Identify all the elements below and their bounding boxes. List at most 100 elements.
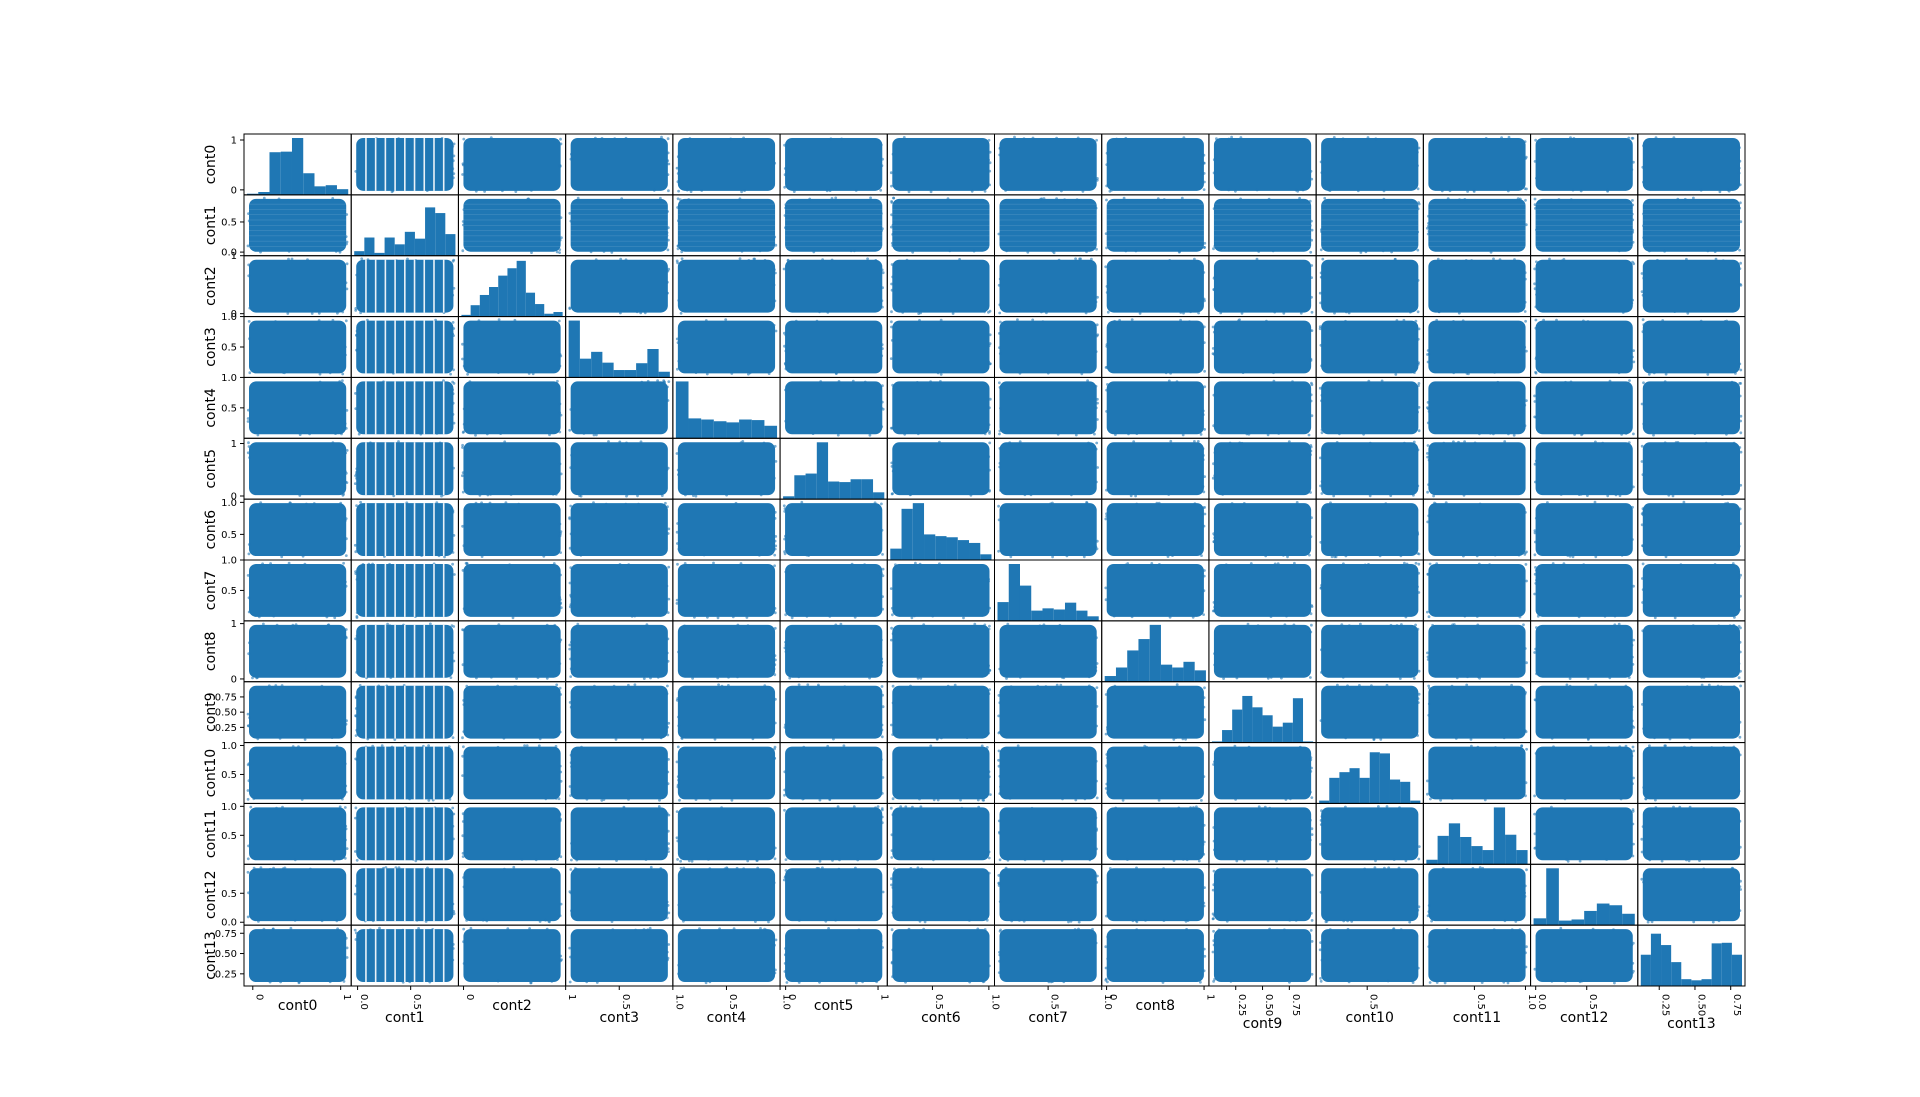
scatter-point (246, 870, 250, 874)
scatter-point (354, 734, 358, 737)
scatter-point (344, 784, 348, 788)
scatter-point (983, 928, 987, 931)
scatter-point (983, 432, 987, 436)
scatter-point (889, 357, 893, 360)
x-tick-label: 0.75 (1731, 994, 1742, 1016)
scatter-point (1382, 197, 1386, 201)
cell-cont5-cont5 (779, 437, 888, 500)
scatter-point (1582, 319, 1585, 323)
scatter-point (818, 798, 822, 802)
scatter-point (461, 820, 465, 823)
cell-cont4-cont12 (1530, 376, 1639, 439)
y-variable-label: cont3 (203, 327, 219, 367)
scatter-point (1524, 563, 1528, 566)
x-tick-label: 0.5 (1368, 994, 1379, 1010)
scatter-point (1285, 614, 1288, 618)
y-variable-label: cont2 (203, 266, 219, 306)
scatter-points (463, 503, 561, 556)
scatter-point (784, 650, 788, 653)
hist-bar (794, 475, 806, 500)
scatter-point (998, 153, 1002, 157)
scatter-point (693, 615, 696, 619)
scatter-point (559, 770, 563, 774)
scatter-point (998, 332, 1001, 335)
scatter-point (1533, 572, 1537, 576)
scatter-point (1319, 484, 1322, 488)
scatter-point (1524, 965, 1528, 969)
scatter-point (1269, 676, 1273, 679)
scatter-point (336, 311, 339, 315)
scatter-point (666, 637, 670, 641)
scatter-points (1213, 868, 1312, 922)
scatter-point (636, 494, 639, 498)
scatter-point (732, 927, 736, 930)
scatter-point (1199, 980, 1202, 984)
hist-bar (957, 540, 970, 560)
scatter-point (1095, 547, 1099, 551)
scatter-point (1426, 655, 1430, 659)
scatter-point (618, 440, 622, 444)
scatter-point (559, 413, 563, 417)
scatter-point (951, 312, 955, 315)
scatter-point (1446, 197, 1450, 201)
scatter-point (784, 206, 787, 210)
scatter-point (1127, 432, 1130, 436)
scatter-point (849, 249, 853, 253)
scatter-point (538, 920, 542, 923)
scatter-point (1427, 904, 1431, 907)
scatter-points (570, 503, 668, 556)
scatter-point (682, 919, 685, 923)
scatter-point (344, 790, 348, 794)
scatter-point (512, 865, 516, 869)
scatter-point (808, 197, 812, 201)
scatter-point (782, 878, 786, 882)
scatter-points (677, 138, 776, 191)
scatter-point (1202, 490, 1206, 494)
scatter-point (1330, 555, 1334, 559)
scatter-point (1640, 877, 1644, 881)
cell-cont5-cont6 (886, 437, 995, 500)
scatter-point (1417, 361, 1420, 364)
scatter-point (783, 167, 787, 170)
scatter-point (1426, 452, 1429, 455)
scatter-point (1104, 966, 1108, 970)
scatter-point (1640, 850, 1644, 854)
scatter-point (1201, 843, 1205, 846)
scatter-point (331, 441, 335, 444)
scatter-point (1450, 684, 1454, 688)
scatter-points (570, 807, 668, 861)
scatter-point (338, 250, 342, 254)
scatter-point (1018, 675, 1022, 679)
scatter-point (891, 684, 895, 688)
scatter-point (1656, 258, 1659, 262)
scatter-point (891, 233, 895, 236)
scatter-point (998, 346, 1001, 349)
scatter-point (1112, 614, 1116, 618)
scatter-point (828, 189, 832, 193)
scatter-point (569, 566, 573, 570)
scatter-point (559, 216, 563, 220)
y-tick-label: 1 (231, 619, 237, 630)
scatter-point (345, 946, 349, 950)
scatter-point (1211, 888, 1215, 892)
scatter-point (929, 380, 932, 383)
hist-bar (1558, 920, 1572, 926)
scatter-points (1642, 198, 1740, 252)
scatter-point (1335, 441, 1339, 444)
scatter-point (1211, 950, 1215, 954)
scatter-point (1362, 432, 1365, 436)
scatter-point (935, 737, 939, 740)
scatter-point (1143, 744, 1147, 748)
scatter-point (874, 806, 877, 810)
scatter-point (580, 745, 583, 749)
scatter-point (756, 866, 760, 870)
scatter-point (1739, 382, 1743, 385)
scatter-point (338, 805, 342, 809)
scatter-point (451, 380, 454, 384)
hist-bar (701, 419, 714, 439)
scatter-point (1042, 197, 1046, 200)
scatter-point (1108, 189, 1112, 193)
cell-cont13-cont6 (886, 924, 995, 987)
scatter-point (1172, 859, 1176, 862)
